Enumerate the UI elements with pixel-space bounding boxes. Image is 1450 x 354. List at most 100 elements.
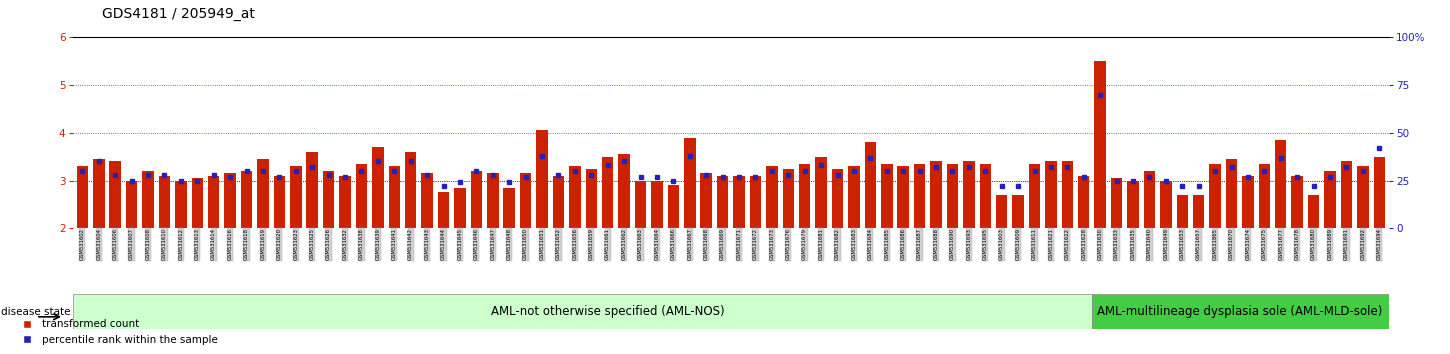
Bar: [536, 130, 548, 228]
Bar: [422, 173, 434, 228]
Text: GSM531639: GSM531639: [376, 228, 380, 260]
Text: GSM531671: GSM531671: [737, 228, 741, 260]
Bar: [487, 173, 499, 228]
Text: GSM531644: GSM531644: [441, 228, 447, 260]
Text: GSM531646: GSM531646: [474, 228, 479, 260]
Text: GSM531689: GSM531689: [1328, 228, 1333, 260]
Bar: [931, 161, 941, 228]
Text: GSM531666: GSM531666: [671, 228, 676, 260]
Bar: [799, 164, 811, 228]
Text: GSM531602: GSM531602: [80, 228, 86, 260]
Text: GSM531681: GSM531681: [819, 228, 824, 260]
Text: GSM531621: GSM531621: [1048, 228, 1053, 260]
Bar: [996, 195, 1008, 228]
Text: GSM531691: GSM531691: [1344, 228, 1348, 260]
Text: GSM531673: GSM531673: [770, 228, 774, 260]
Bar: [1095, 61, 1106, 228]
Text: GSM531628: GSM531628: [1082, 228, 1086, 260]
Text: GSM531647: GSM531647: [490, 228, 496, 260]
Bar: [684, 138, 696, 228]
Bar: [257, 159, 268, 228]
Text: GSM531616: GSM531616: [228, 228, 232, 260]
Bar: [1324, 171, 1335, 228]
Text: GSM531661: GSM531661: [605, 228, 610, 260]
Text: GSM531669: GSM531669: [721, 228, 725, 260]
Text: GSM531643: GSM531643: [425, 228, 429, 260]
Bar: [1259, 164, 1270, 228]
Text: GSM531684: GSM531684: [869, 228, 873, 260]
Bar: [568, 166, 580, 228]
Legend: transformed count, percentile rank within the sample: transformed count, percentile rank withi…: [17, 315, 222, 349]
Bar: [586, 169, 597, 228]
Text: GSM531620: GSM531620: [277, 228, 281, 260]
Bar: [72, 294, 1092, 329]
Text: GSM531685: GSM531685: [884, 228, 889, 260]
Bar: [750, 176, 761, 228]
Bar: [700, 173, 712, 228]
Bar: [1127, 181, 1138, 228]
Bar: [109, 161, 120, 228]
Bar: [1061, 161, 1073, 228]
Bar: [766, 166, 777, 228]
Bar: [734, 176, 745, 228]
Bar: [980, 164, 990, 228]
Text: GSM531656: GSM531656: [573, 228, 577, 260]
Text: AML-not otherwise specified (AML-NOS): AML-not otherwise specified (AML-NOS): [492, 305, 725, 318]
Bar: [864, 142, 876, 228]
Text: GSM531642: GSM531642: [409, 228, 413, 260]
Text: GSM531625: GSM531625: [310, 228, 315, 260]
Text: GSM531649: GSM531649: [1163, 228, 1169, 260]
Bar: [77, 166, 88, 228]
Text: GSM531688: GSM531688: [934, 228, 938, 260]
Bar: [882, 164, 893, 228]
Bar: [225, 173, 236, 228]
Bar: [191, 178, 203, 228]
Text: GSM531657: GSM531657: [1196, 228, 1201, 260]
Bar: [389, 166, 400, 228]
Text: GSM531645: GSM531645: [457, 228, 463, 260]
Text: GDS4181 / 205949_at: GDS4181 / 205949_at: [102, 7, 254, 21]
Bar: [521, 173, 531, 228]
Text: GSM531667: GSM531667: [687, 228, 692, 260]
Text: GSM531635: GSM531635: [1131, 228, 1135, 260]
Text: GSM531648: GSM531648: [506, 228, 512, 260]
Bar: [1357, 166, 1369, 228]
Bar: [1292, 176, 1304, 228]
Bar: [1111, 178, 1122, 228]
Text: GSM531604: GSM531604: [96, 228, 102, 260]
Text: GSM531683: GSM531683: [851, 228, 857, 260]
Text: GSM531650: GSM531650: [523, 228, 528, 260]
Text: GSM531682: GSM531682: [835, 228, 840, 260]
Text: GSM531680: GSM531680: [1311, 228, 1317, 260]
Bar: [323, 171, 335, 228]
Bar: [1144, 171, 1156, 228]
Bar: [1373, 156, 1385, 228]
Text: GSM531623: GSM531623: [293, 228, 299, 260]
Text: GSM531610: GSM531610: [162, 228, 167, 260]
Text: GSM531638: GSM531638: [360, 228, 364, 260]
Text: GSM531659: GSM531659: [589, 228, 593, 260]
Bar: [552, 176, 564, 228]
Text: GSM531653: GSM531653: [1180, 228, 1185, 260]
Text: GSM531687: GSM531687: [916, 228, 922, 260]
Bar: [274, 176, 286, 228]
Text: GSM531663: GSM531663: [638, 228, 642, 260]
Text: GSM531612: GSM531612: [178, 228, 183, 260]
Text: GSM531614: GSM531614: [212, 228, 216, 260]
Bar: [1176, 195, 1188, 228]
Bar: [1045, 161, 1057, 228]
Bar: [405, 152, 416, 228]
Text: GSM531692: GSM531692: [1360, 228, 1366, 260]
Bar: [1193, 195, 1205, 228]
Bar: [175, 181, 187, 228]
Text: GSM531679: GSM531679: [802, 228, 808, 260]
Text: GSM531613: GSM531613: [194, 228, 200, 260]
Bar: [93, 159, 104, 228]
Text: GSM531690: GSM531690: [950, 228, 956, 260]
Bar: [963, 161, 974, 228]
Text: GSM531606: GSM531606: [113, 228, 117, 260]
Bar: [898, 166, 909, 228]
Bar: [667, 185, 679, 228]
Text: GSM531695: GSM531695: [983, 228, 987, 260]
Bar: [290, 166, 302, 228]
